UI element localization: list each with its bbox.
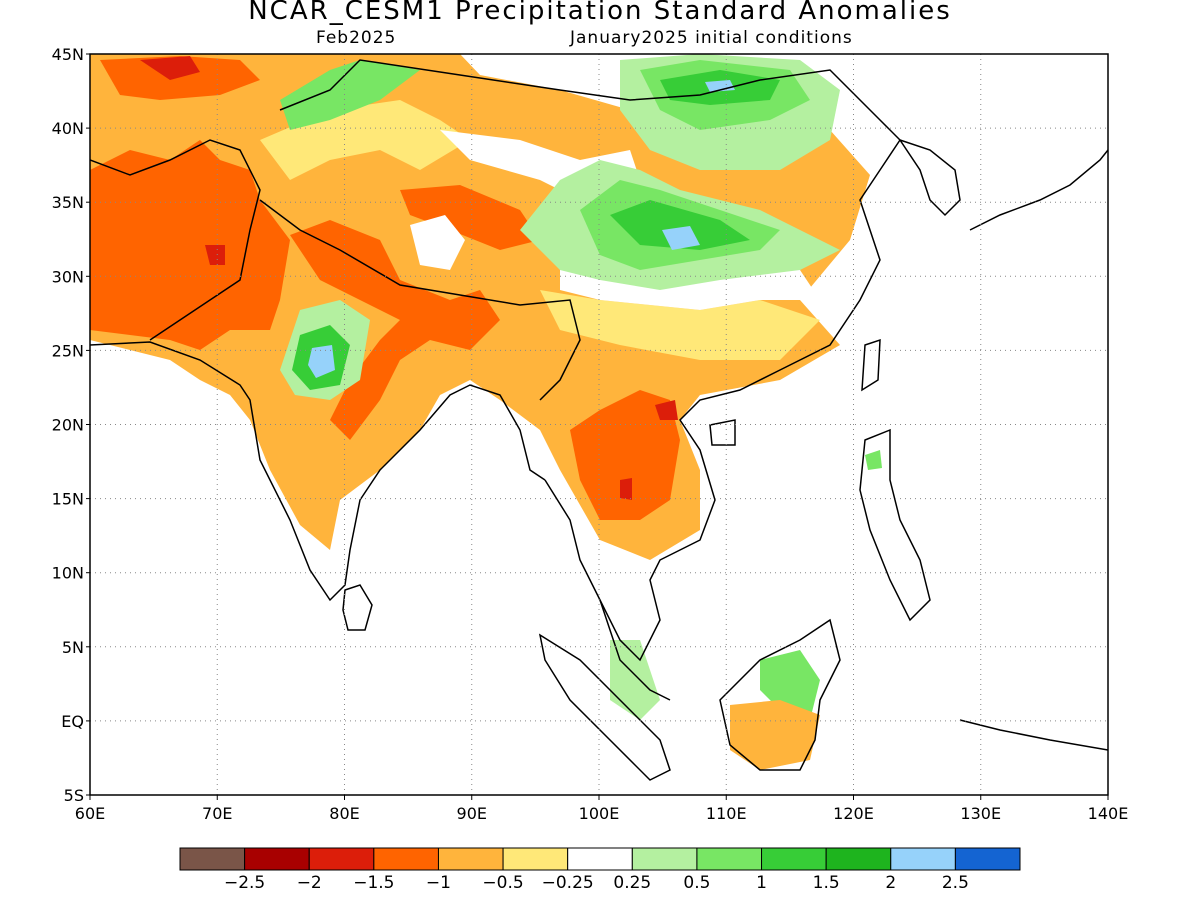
- anomaly-red-patch-1: [140, 56, 200, 80]
- x-tick-label: 130E: [960, 804, 1001, 823]
- colorbar-label: 1.5: [813, 873, 840, 893]
- colorbar-label: 0.5: [683, 873, 710, 893]
- x-tick-label: 80E: [329, 804, 359, 823]
- anomaly-green-sumatra: [610, 640, 660, 720]
- colorbar-swatch: [631, 847, 698, 871]
- coastline-malay: [599, 599, 671, 701]
- y-tick-label: 5S: [64, 786, 84, 805]
- coastline-india: [90, 341, 546, 602]
- border-himalaya: [259, 199, 581, 401]
- y-tick-label: 40N: [52, 119, 84, 138]
- y-tick-label: 15N: [52, 490, 84, 509]
- colorbar-swatch: [437, 847, 504, 871]
- x-tick-label: 100E: [579, 804, 620, 823]
- colorbar-swatch: [890, 847, 956, 871]
- y-tick-label: 45N: [52, 45, 84, 64]
- colorbar-swatch: [761, 847, 827, 871]
- y-tick-label: 5N: [62, 638, 84, 657]
- grid-lines: [90, 54, 1108, 795]
- colorbar-label: 1: [756, 873, 767, 893]
- anomaly-red-patch-2: [205, 245, 225, 265]
- colorbar-label: −0.25: [542, 873, 594, 893]
- colorbar-label: 2.5: [942, 873, 969, 893]
- coastline-borneo: [719, 618, 841, 771]
- colorbar-label: −2: [297, 873, 322, 893]
- colorbar: −2.5 −2 −1.5 −1 −0.5 −0.25 0.25 0.5 1 1.5 2 2.5: [179, 847, 1021, 893]
- colorbar-label: −0.5: [482, 873, 523, 893]
- coastline-newguinea: [959, 719, 1108, 751]
- anomaly-white-tibet: [410, 215, 465, 270]
- colorbar-swatch: [954, 847, 1021, 871]
- coastline-sumatra: [538, 633, 671, 781]
- colorbar-label: −2.5: [224, 873, 265, 893]
- y-tick-label: 30N: [52, 267, 84, 286]
- colorbar-swatch: [244, 847, 310, 871]
- anomaly-white-ocean: [90, 380, 1108, 795]
- coastline-indochina: [544, 139, 901, 662]
- coastline-srilanka: [342, 584, 373, 631]
- chart-title: NCAR_CESM1 Precipitation Standard Anomal…: [248, 0, 952, 26]
- colorbar-swatch: [696, 847, 763, 871]
- colorbar-swatch: [567, 847, 633, 871]
- colorbar-label: −1.5: [353, 873, 394, 893]
- y-tick-label: 20N: [52, 416, 84, 435]
- coastline-japan: [969, 149, 1108, 231]
- y-tick-label: 10N: [52, 564, 84, 583]
- coastline-korea: [898, 138, 961, 217]
- valid-month: Feb2025: [316, 28, 397, 48]
- colorbar-label: 0.25: [613, 873, 651, 893]
- x-tick-label: 140E: [1088, 804, 1129, 823]
- x-tick-label: 110E: [706, 804, 747, 823]
- anomaly-blue-china: [662, 226, 700, 250]
- colorbar-label: 2: [885, 873, 896, 893]
- anomaly-green-philippines: [865, 450, 882, 470]
- y-tick-label: 25N: [52, 341, 84, 360]
- anomaly-blue-mongolia: [705, 80, 735, 92]
- y-axis-ticks: 45N 40N 35N 30N 25N 20N 15N 10N 5N EQ 5S: [52, 45, 90, 805]
- anomaly-orange-north: [100, 56, 260, 100]
- init-conditions: January2025 initial conditions: [570, 28, 853, 48]
- anomaly-blue-india: [308, 345, 335, 378]
- anomaly-pale-yellow-2: [540, 290, 820, 360]
- anomaly-red-patch-3: [620, 478, 632, 500]
- colorbar-swatch: [179, 847, 246, 871]
- anomaly-orange-tibet: [400, 185, 540, 250]
- colorbar-swatch: [308, 847, 375, 871]
- anomaly-green-nw: [280, 60, 420, 130]
- anomaly-orange-indochina: [570, 390, 680, 520]
- border-central-asia: [90, 139, 261, 341]
- anomaly-orange-west: [90, 140, 290, 350]
- anomaly-orange-borneo: [730, 700, 820, 770]
- border-china-north: [279, 59, 901, 141]
- x-tick-label: 90E: [457, 804, 487, 823]
- x-tick-label: 120E: [833, 804, 874, 823]
- x-axis-ticks: 60E 70E 80E 90E 100E 110E 120E 130E 140E: [75, 795, 1129, 823]
- y-tick-label: EQ: [61, 712, 84, 731]
- y-tick-label: 35N: [52, 193, 84, 212]
- colorbar-swatch: [373, 847, 439, 871]
- anomaly-red-patch-4: [655, 400, 678, 420]
- anomaly-orange-himalaya: [290, 220, 500, 440]
- anomaly-green-china-dark: [610, 200, 750, 250]
- colorbar-label: −1: [426, 873, 451, 893]
- x-tick-label: 70E: [202, 804, 232, 823]
- colorbar-swatch: [502, 847, 569, 871]
- coastline-hainan: [709, 419, 736, 446]
- x-tick-label: 60E: [75, 804, 105, 823]
- colorbar-swatch: [825, 847, 892, 871]
- coastlines: [90, 59, 1108, 781]
- coastline-philippines: [859, 428, 931, 622]
- coastline-taiwan: [861, 338, 881, 392]
